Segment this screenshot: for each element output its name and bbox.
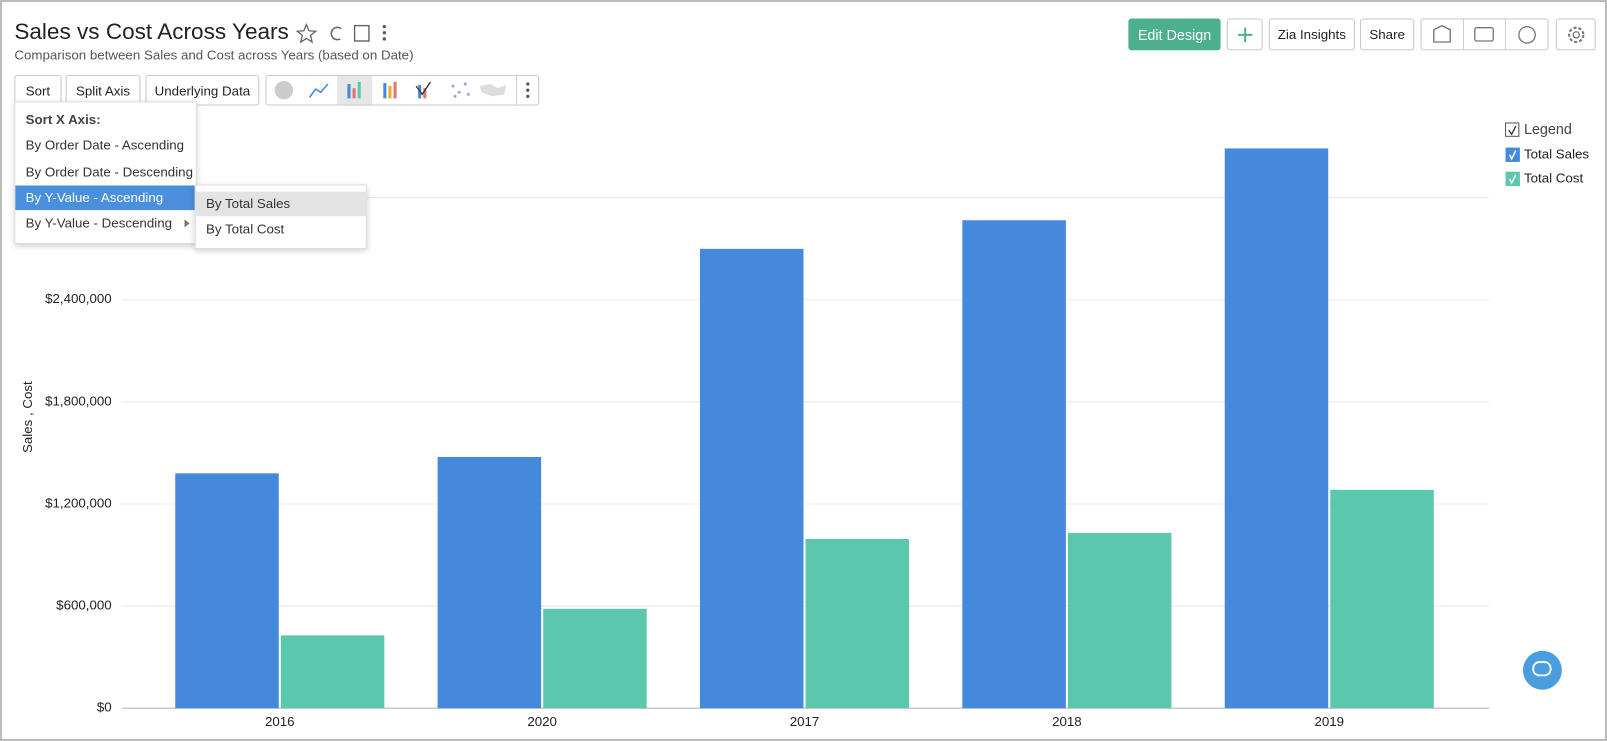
stacked-type[interactable] xyxy=(383,83,387,99)
x-tick-label: 2020 xyxy=(527,714,557,729)
y-tick-label: $1,200,000 xyxy=(45,495,112,510)
export-icon[interactable] xyxy=(1433,24,1451,43)
title: Sales vs Cost Across Years xyxy=(14,18,289,45)
bar xyxy=(805,539,910,709)
legend-label: Total Cost xyxy=(1524,170,1583,185)
submenu-item-hover[interactable]: By Total Sales xyxy=(195,191,366,217)
submenu-item[interactable]: By Total Cost xyxy=(205,221,285,237)
bar xyxy=(1224,148,1329,709)
x-tick-label: 2019 xyxy=(1314,714,1344,729)
edit-design-button[interactable]: Edit Design xyxy=(1128,18,1221,51)
plus-icon xyxy=(1237,27,1252,42)
y-axis-title: Sales , Cost xyxy=(20,381,35,453)
chat-button[interactable] xyxy=(1522,650,1563,691)
scatter-type[interactable] xyxy=(451,82,470,98)
icons xyxy=(1433,19,1536,50)
split-axis-button[interactable]: Split Axis xyxy=(65,74,141,106)
chart-type-bar xyxy=(265,74,540,106)
favorite-icon[interactable] xyxy=(295,22,318,44)
submenu: By Total Sales By Total Cost xyxy=(194,184,367,250)
legend-swatch[interactable] xyxy=(1505,147,1520,162)
more-icon[interactable] xyxy=(382,25,386,29)
y-tick-label: $600,000 xyxy=(56,598,112,613)
menu-item[interactable]: By Y-Value - Descending xyxy=(25,215,173,231)
check xyxy=(1508,125,1517,136)
bar xyxy=(699,248,804,709)
bar xyxy=(543,608,647,709)
menu-item-selected[interactable]: By Y-Value - Ascending xyxy=(15,185,196,211)
comment-icon[interactable] xyxy=(1474,27,1494,42)
more-icon xyxy=(382,37,386,41)
check xyxy=(1508,174,1517,185)
map-type[interactable] xyxy=(479,84,507,97)
check xyxy=(1508,150,1517,161)
title-icons xyxy=(295,22,386,44)
bar xyxy=(1067,532,1172,709)
y-tick-label: $1,800,000 xyxy=(45,393,112,408)
refresh-icon[interactable] xyxy=(330,26,342,41)
menu-item[interactable]: By Order Date - Ascending xyxy=(25,137,185,153)
icon-group xyxy=(1420,18,1549,51)
zia-insights-button[interactable]: Zia Insights xyxy=(1268,18,1355,51)
save-icon[interactable] xyxy=(353,24,370,42)
underlying-data-button[interactable]: Underlying Data xyxy=(145,74,260,106)
x-tick-label: 2017 xyxy=(790,714,820,729)
legend-title: Legend xyxy=(1524,122,1572,138)
line-type[interactable] xyxy=(308,83,329,98)
add-button[interactable] xyxy=(1226,18,1263,51)
more-icon xyxy=(382,31,386,35)
submenu-arrow xyxy=(184,219,190,228)
bar xyxy=(280,635,385,709)
sort-menu: Sort X Axis: By Order Date - Ascending B… xyxy=(14,101,197,244)
menu-heading: Sort X Axis: xyxy=(25,111,101,128)
settings-button[interactable] xyxy=(1555,18,1596,51)
y-tick-label: $0 xyxy=(97,700,112,715)
sort-button[interactable]: Sort xyxy=(14,74,62,106)
bar xyxy=(1330,489,1434,709)
bar xyxy=(962,220,1066,709)
schedule-icon[interactable] xyxy=(1518,25,1536,44)
y-tick-label: $2,400,000 xyxy=(45,291,112,306)
x-tick-label: 2016 xyxy=(265,714,295,729)
menu-item[interactable]: By Order Date - Descending xyxy=(25,163,193,180)
legend-label: Total Sales xyxy=(1524,146,1589,161)
x-tick-label: 2018 xyxy=(1052,714,1082,729)
bar xyxy=(437,456,542,709)
legend-swatch[interactable] xyxy=(1505,171,1520,187)
gear-icon xyxy=(1567,26,1584,43)
share-button[interactable]: Share xyxy=(1360,18,1415,51)
subtitle: Comparison between Sales and Cost across… xyxy=(14,47,414,63)
bar xyxy=(175,473,279,709)
chart-type-icons xyxy=(274,75,530,105)
pie-type[interactable] xyxy=(274,80,294,100)
